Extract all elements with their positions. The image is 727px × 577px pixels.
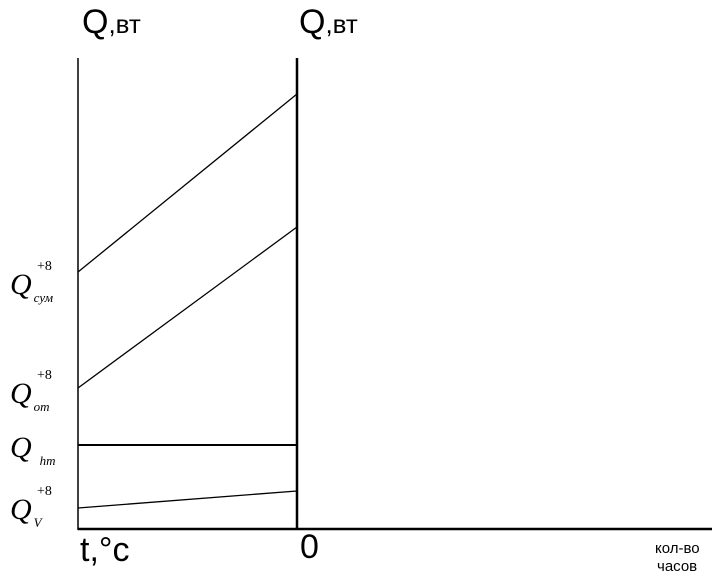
level-label-q-v-symbol: Q	[10, 493, 32, 526]
right-x-axis-label-line1: кол-во	[655, 540, 700, 557]
right-y-axis-title-unit: ,вт	[325, 9, 358, 39]
origin-label: 0	[300, 528, 319, 566]
left-y-axis-title: Q,вт	[82, 3, 141, 42]
line-q-v	[77, 490, 298, 509]
level-label-q-hm-subscript: hm	[39, 453, 56, 468]
line-q-sum	[77, 93, 298, 273]
level-label-q-sum-symbol: Q	[10, 268, 32, 301]
level-label-q-ot-symbol: Q	[10, 377, 32, 410]
level-label-q-ot-superscript: +8	[37, 368, 52, 383]
right-y-axis-title: Q,вт	[299, 3, 358, 42]
right-x-axis-label-line2: часов	[657, 558, 698, 575]
right-y-axis-title-symbol: Q	[299, 3, 326, 41]
level-label-q-v-subscript: V	[33, 515, 42, 530]
left-y-axis-title-symbol: Q	[82, 3, 109, 41]
line-q-ot	[77, 226, 298, 389]
level-label-q-ot-subscript: от	[33, 399, 50, 414]
left-x-axis-label: t,°c	[80, 531, 130, 569]
level-label-q-sum-superscript: +8	[37, 259, 52, 274]
right-x-axis-label: кол-во часов	[655, 540, 700, 576]
level-label-q-sum-subscript: сум	[33, 290, 54, 305]
level-label-q-hm-symbol: Q	[10, 431, 32, 464]
left-y-axis-title-unit: ,вт	[108, 9, 141, 39]
level-label-q-v-superscript: +8	[37, 484, 52, 499]
